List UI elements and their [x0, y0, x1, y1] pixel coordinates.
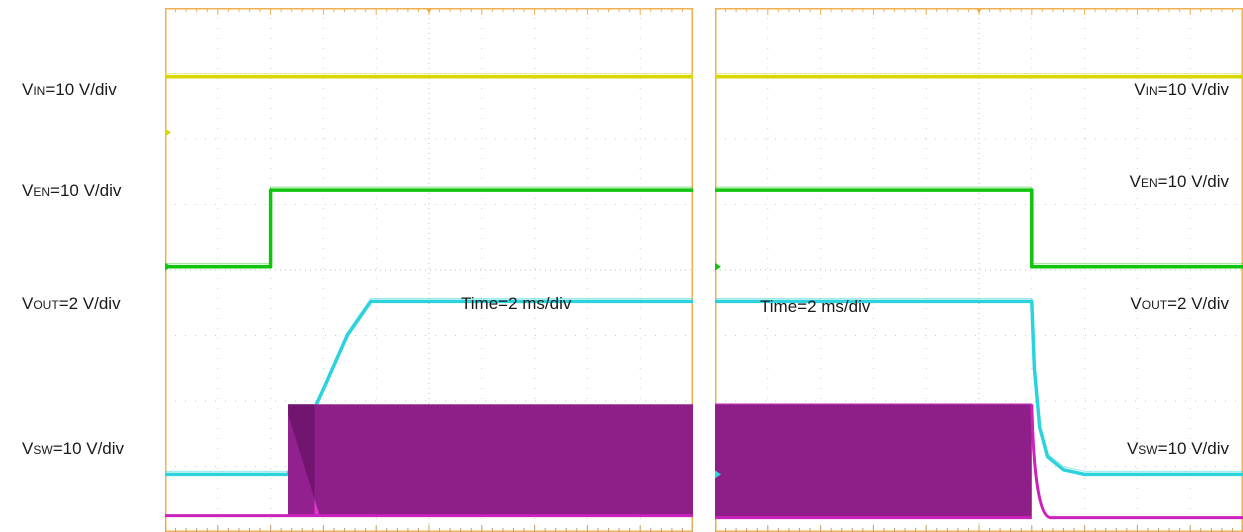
startup-scope: [165, 8, 693, 532]
trigger-marker: [426, 8, 432, 14]
trace-out: [165, 299, 693, 477]
startup-waveform-plot: [165, 8, 693, 532]
shutdown-vsw-label: VSW=10 V/div: [1126, 439, 1229, 458]
trigger-marker: [976, 8, 982, 14]
trace-en-noise: [165, 186, 693, 265]
vsw-switching-band: [288, 404, 693, 516]
trace-en-noise: [715, 186, 1243, 265]
shutdown-time-label: Time=2 ms/div: [760, 297, 871, 316]
shutdown-scope: [715, 8, 1243, 532]
startup-vin-label: VIN=10 V/div: [22, 80, 117, 99]
vsw-switching-band: [715, 404, 1032, 518]
trace-out-noise: [715, 297, 1243, 472]
trace-out-noise: [165, 297, 693, 472]
shutdown-vin-label: VIN=10 V/div: [1134, 80, 1229, 99]
startup-vout-label: VOUT=2 V/div: [22, 294, 121, 313]
vin-channel-marker: [165, 128, 171, 137]
vsw-softstart-dense: [288, 404, 315, 516]
shutdown-vout-label: VOUT=2 V/div: [1130, 294, 1229, 313]
vout-channel-marker: [715, 470, 721, 479]
vsw-sw-decay-trace: [1030, 404, 1243, 520]
startup-vsw-label: VSW=10 V/div: [22, 439, 125, 458]
ven-channel-marker: [165, 262, 171, 271]
startup-time-label: Time=2 ms/div: [461, 294, 572, 313]
startup-ven-label: VEN=10 V/div: [22, 181, 122, 200]
shutdown-waveform-plot: [715, 8, 1243, 532]
shutdown-ven-label: VEN=10 V/div: [1129, 172, 1229, 191]
ven-channel-marker: [715, 262, 721, 271]
